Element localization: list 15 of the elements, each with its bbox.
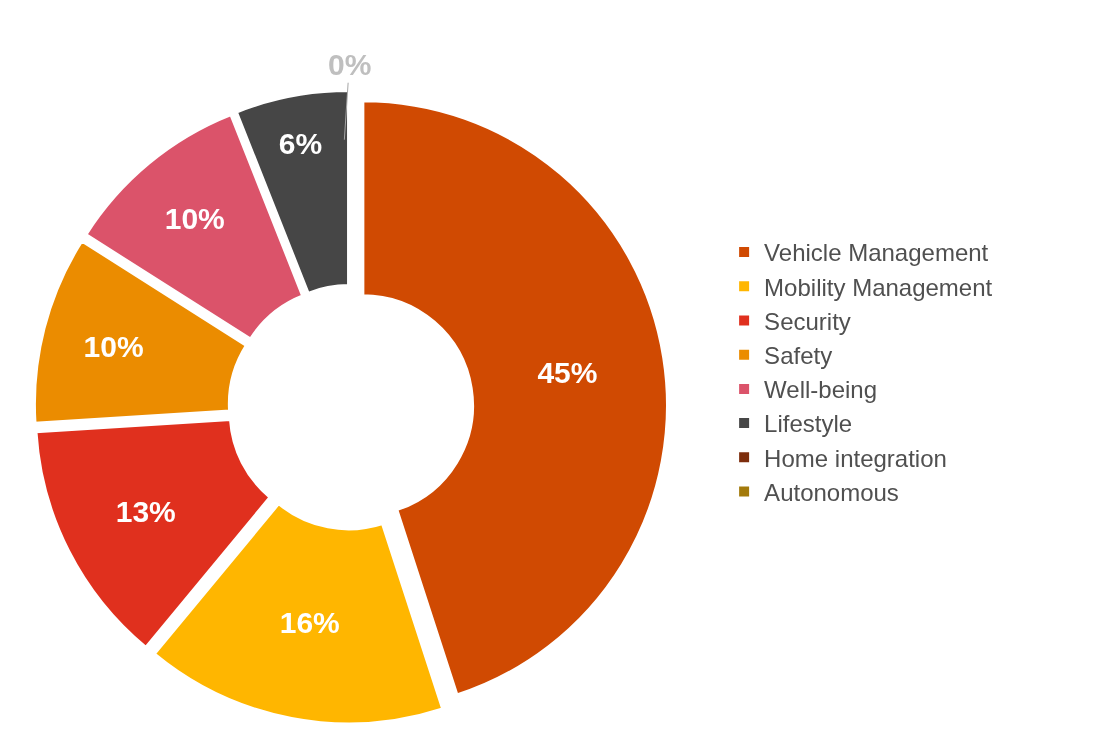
data-label: 13% — [115, 495, 176, 529]
legend-label: Safety — [764, 342, 833, 370]
legend-label: Well-being — [764, 376, 878, 404]
legend-label: Home integration — [764, 444, 947, 472]
legend-label: Mobility Management — [764, 273, 993, 301]
data-label: 6% — [278, 126, 323, 160]
legend-label: Autonomous — [764, 478, 899, 506]
data-label: 16% — [279, 606, 340, 640]
legend-label: Security — [764, 307, 851, 335]
data-label: 10% — [164, 202, 225, 236]
legend-label: Lifestyle — [764, 410, 853, 438]
data-label: 45% — [537, 356, 598, 390]
data-label: 10% — [83, 329, 144, 363]
text: 0% — [328, 48, 372, 81]
legend-label: Vehicle Management — [764, 239, 989, 267]
